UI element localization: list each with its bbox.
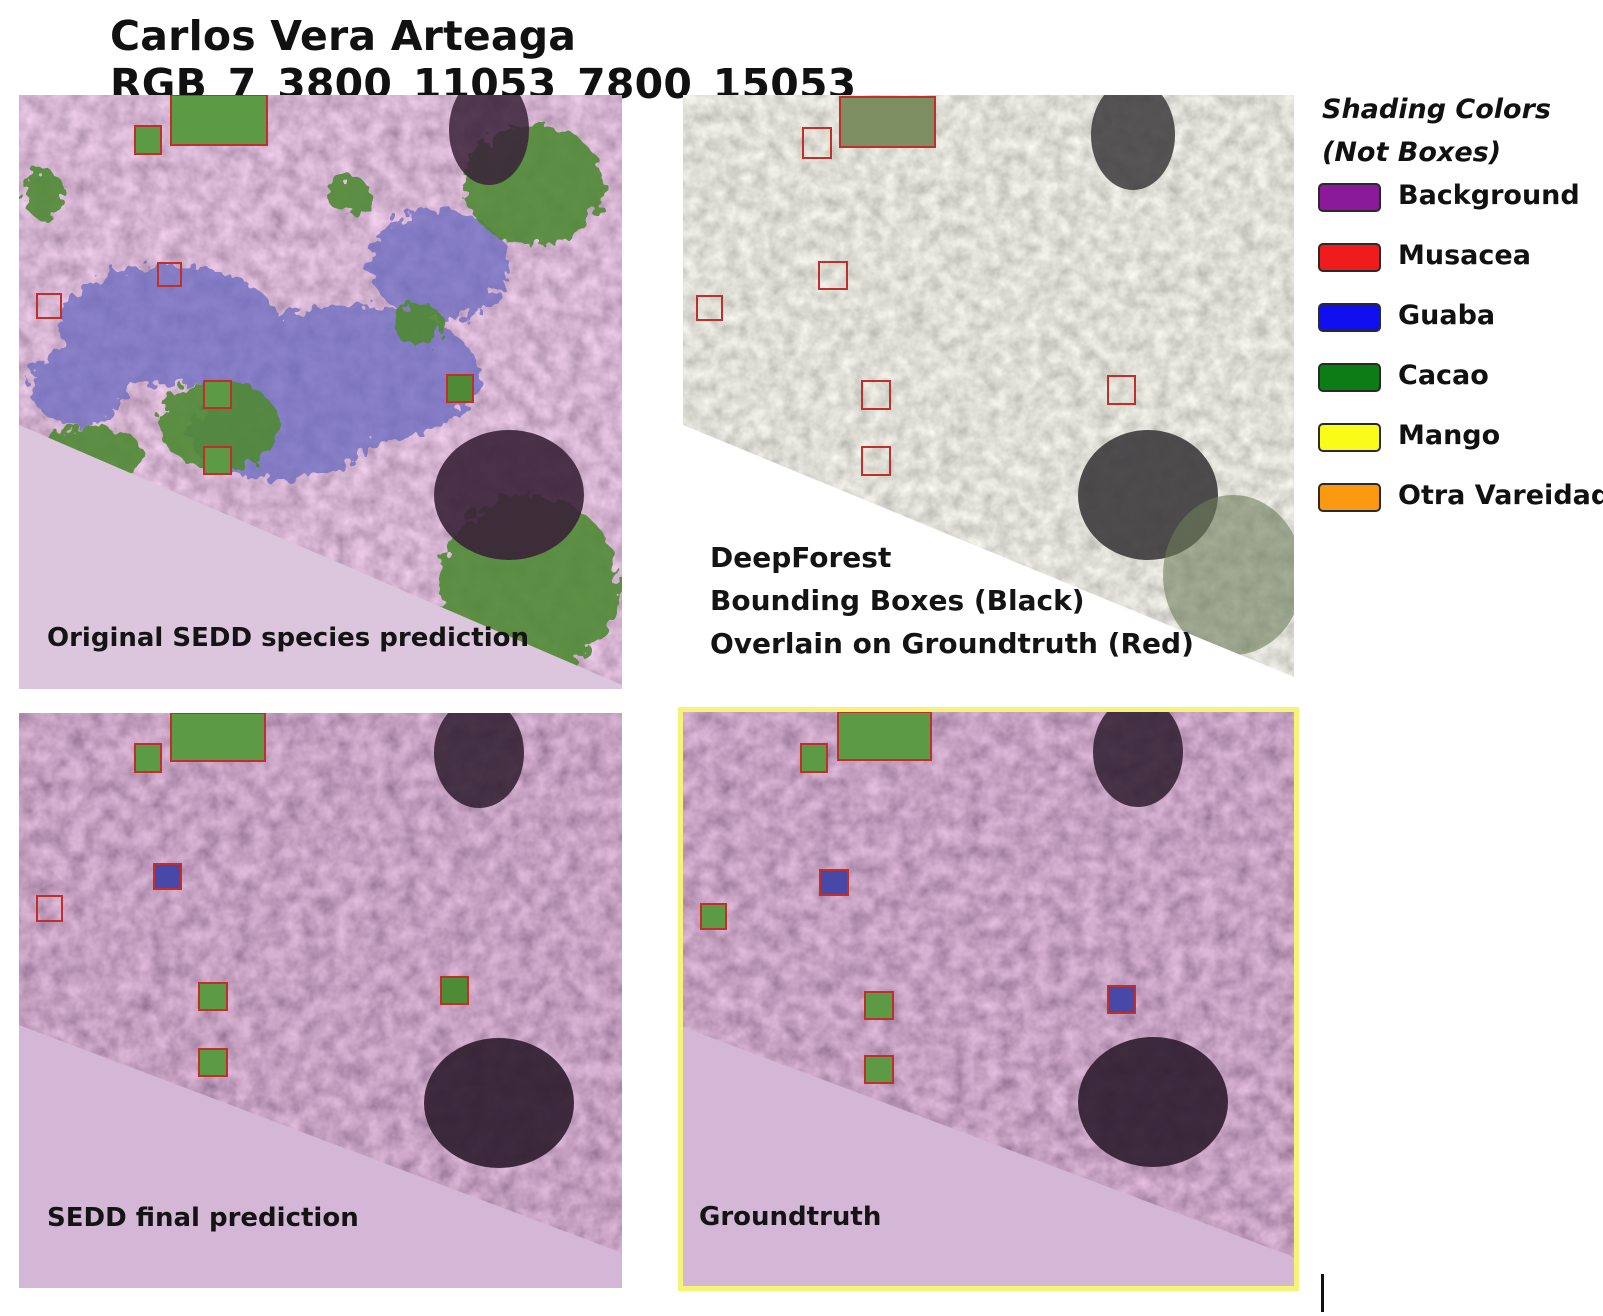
legend-label: Cacao	[1398, 360, 1489, 391]
legend: Shading Colors (Not Boxes) Background Mu…	[1318, 88, 1603, 540]
caption-line: Bounding Boxes (Black)	[710, 584, 1085, 617]
swatch	[1318, 363, 1381, 392]
caption-line: DeepForest	[710, 541, 892, 574]
figure-title: Carlos Vera Arteaga RGB_7_3800_11053_780…	[110, 12, 857, 108]
panel-caption: Groundtruth	[699, 1202, 882, 1232]
swatch	[1318, 483, 1381, 512]
legend-item-otra-vareidad: Otra Vareidad	[1318, 480, 1603, 540]
legend-item-background: Background	[1318, 180, 1603, 240]
legend-title-line: Shading Colors	[1322, 94, 1551, 125]
swatch	[1318, 303, 1381, 332]
legend-label: Mango	[1398, 420, 1501, 451]
legend-label: Guaba	[1398, 300, 1496, 331]
deepforest-panel: DeepForest Bounding Boxes (Black) Overla…	[683, 95, 1294, 677]
legend-item-cacao: Cacao	[1318, 360, 1603, 420]
legend-item-musacea: Musacea	[1318, 240, 1603, 300]
groundtruth-panel: Groundtruth	[678, 707, 1299, 1291]
legend-title: Shading Colors (Not Boxes)	[1322, 88, 1603, 174]
legend-label: Otra Vareidad	[1398, 480, 1603, 511]
groundtruth-image	[683, 712, 1294, 1286]
legend-item-mango: Mango	[1318, 420, 1603, 480]
final-prediction-image	[19, 713, 622, 1288]
deepforest-image	[683, 95, 1294, 677]
caption-line: Overlain on Groundtruth (Red)	[710, 627, 1194, 660]
original-prediction-image	[19, 95, 622, 689]
swatch	[1318, 423, 1381, 452]
original-prediction-panel: Original SEDD species prediction	[19, 95, 622, 689]
panel-caption: SEDD final prediction	[47, 1203, 359, 1233]
swatch	[1318, 183, 1381, 212]
panel-caption: Original SEDD species prediction	[47, 623, 530, 653]
legend-label: Background	[1398, 180, 1580, 211]
swatch	[1318, 243, 1381, 272]
panel-caption-multiline: DeepForest Bounding Boxes (Black) Overla…	[710, 536, 1194, 665]
final-prediction-panel: SEDD final prediction	[19, 713, 622, 1288]
legend-label: Musacea	[1398, 240, 1531, 271]
text-cursor	[1321, 1274, 1324, 1312]
legend-title-line: (Not Boxes)	[1322, 137, 1502, 168]
legend-item-guaba: Guaba	[1318, 300, 1603, 360]
